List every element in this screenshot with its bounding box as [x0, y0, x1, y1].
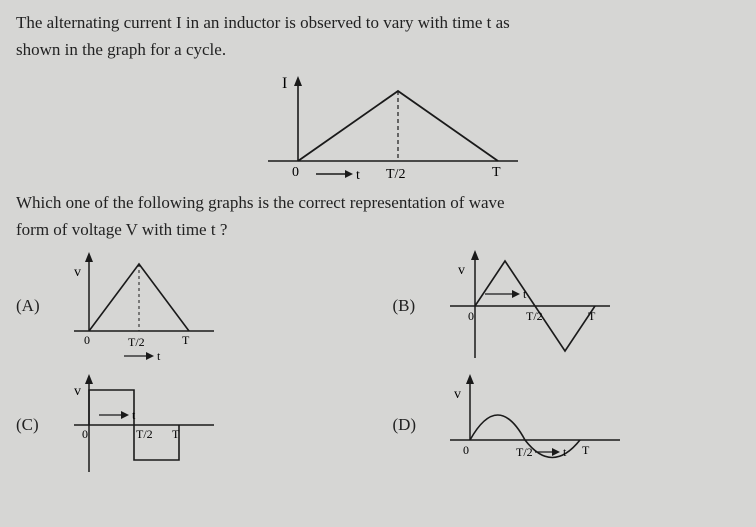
axis-label-I: I	[282, 75, 287, 92]
option-d: (D) v 0 T/2 t T	[392, 370, 740, 480]
question-line-3: Which one of the following graphs is the…	[16, 192, 740, 215]
tick-mid: T/2	[386, 167, 405, 182]
option-d-label: (D)	[392, 415, 422, 435]
option-b-label: (B)	[392, 296, 422, 316]
question-line-2: shown in the graph for a cycle.	[16, 39, 740, 62]
svg-text:T: T	[172, 427, 180, 441]
option-a-label: (A)	[16, 296, 46, 316]
svg-text:0: 0	[468, 309, 474, 323]
axis-label-t: t	[356, 168, 360, 183]
option-c: (C) v t 0 T/2 T	[16, 370, 364, 480]
question-line-4: form of voltage V with time t ?	[16, 219, 740, 242]
svg-text:0: 0	[84, 333, 90, 347]
svg-text:v: v	[74, 384, 81, 399]
origin-label: 0	[292, 165, 299, 180]
question-line-1: The alternating current I in an inductor…	[16, 12, 740, 35]
svg-text:T/2: T/2	[136, 427, 153, 441]
svg-text:t: t	[132, 408, 136, 422]
svg-text:T/2: T/2	[128, 335, 145, 349]
svg-text:T: T	[582, 443, 590, 457]
svg-text:T: T	[182, 333, 190, 347]
option-a: (A) v 0 T/2 T t	[16, 246, 364, 366]
svg-text:v: v	[74, 265, 81, 280]
svg-text:0: 0	[82, 427, 88, 441]
svg-text:T/2: T/2	[516, 445, 533, 459]
svg-text:0: 0	[463, 443, 469, 457]
svg-text:T: T	[588, 309, 596, 323]
main-graph: I 0 T/2 T t	[208, 66, 548, 186]
option-c-label: (C)	[16, 415, 46, 435]
option-b: (B) v t 0 T/2 T	[392, 246, 740, 366]
svg-text:v: v	[454, 387, 461, 402]
svg-text:T/2: T/2	[526, 309, 543, 323]
tick-end: T	[492, 165, 501, 180]
svg-text:v: v	[458, 263, 465, 278]
svg-text:t: t	[157, 349, 161, 363]
